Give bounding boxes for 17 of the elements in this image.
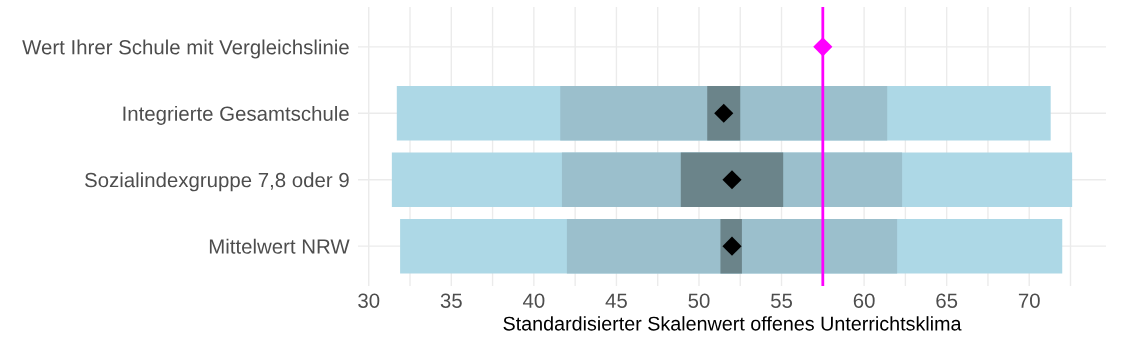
y-tick-label: Wert Ihrer Schule mit Vergleichslinie <box>22 39 349 59</box>
x-tick-label: 55 <box>771 293 793 308</box>
bar <box>566 218 898 274</box>
bar <box>560 86 888 141</box>
x-tick-label: 40 <box>522 293 545 308</box>
x-tick-label: 70 <box>1018 293 1040 308</box>
y-tick-label: Sozialindexgruppe 7,8 oder 9 <box>85 172 349 192</box>
x-tick-label: 65 <box>936 293 958 308</box>
bar <box>680 152 784 207</box>
x-tick-label: 30 <box>358 293 380 308</box>
x-tick-label: 50 <box>688 293 710 308</box>
y-tick-label: Mittelwert NRW <box>209 238 350 254</box>
y-tick-label: Integrierte Gesamtschule <box>123 105 349 125</box>
x-axis-title: Standardisierter Skalenwert offenes Unterrichtsklima <box>503 316 962 331</box>
x-tick-label: 60 <box>853 293 875 308</box>
x-tick-label: 45 <box>605 293 627 308</box>
x-tick-label: 35 <box>440 293 462 308</box>
